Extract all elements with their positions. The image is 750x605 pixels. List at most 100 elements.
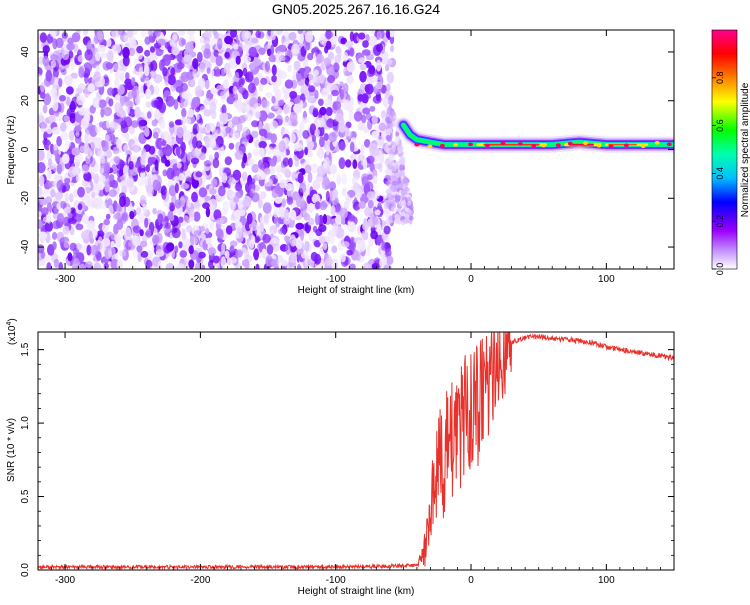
heatmap-cell bbox=[234, 71, 240, 83]
heatmap-cell bbox=[352, 201, 361, 211]
heatmap-cell bbox=[322, 242, 328, 251]
heatmap-cell bbox=[167, 210, 174, 221]
heatmap-cell bbox=[350, 131, 357, 140]
heatmap-cell bbox=[196, 132, 203, 142]
heatmap-cell bbox=[254, 226, 262, 236]
heatmap-ridge-bead bbox=[596, 143, 602, 148]
heatmap-cell bbox=[163, 144, 173, 157]
colorbar-gradient bbox=[711, 29, 738, 270]
heatmap-cell bbox=[117, 30, 123, 36]
heatmap-cell bbox=[209, 138, 217, 149]
heatmap-cell bbox=[83, 87, 90, 98]
heatmap-cell bbox=[321, 160, 330, 170]
heatmap-cell bbox=[259, 147, 265, 158]
heatmap-cell bbox=[303, 213, 311, 221]
heatmap-cell bbox=[341, 173, 348, 185]
heatmap-cell bbox=[216, 217, 224, 225]
page-title: GN05.2025.267.16.16.G24 bbox=[272, 1, 440, 17]
heatmap-cell bbox=[314, 128, 320, 137]
heatmap-cell bbox=[205, 237, 212, 245]
heatmap-cell bbox=[210, 178, 218, 188]
heatmap-cell bbox=[66, 43, 75, 51]
heatmap-cell bbox=[255, 30, 261, 39]
heatmap-cell bbox=[289, 111, 298, 124]
heatmap-cell bbox=[319, 136, 325, 148]
heatmap-cell bbox=[368, 35, 378, 47]
heatmap-cell bbox=[295, 195, 302, 208]
heatmap-cell bbox=[276, 75, 283, 87]
heatmap-cell bbox=[38, 73, 42, 84]
heatmap-cell bbox=[176, 263, 185, 269]
heatmap-cell bbox=[315, 215, 320, 226]
heatmap-cell bbox=[329, 37, 338, 45]
heatmap-cell bbox=[145, 259, 153, 269]
heatmap-cell bbox=[273, 216, 279, 226]
heatmap-cell bbox=[119, 249, 127, 257]
heatmap-cell bbox=[344, 41, 354, 48]
heatmap-cell bbox=[157, 260, 163, 269]
heatmap-cell bbox=[52, 100, 59, 112]
heatmap-cell bbox=[387, 141, 392, 147]
heatmap-cell bbox=[77, 83, 86, 92]
heatmap-cell bbox=[132, 30, 138, 36]
heatmap-cell bbox=[210, 68, 215, 78]
heatmap-cell bbox=[274, 54, 282, 65]
heatmap-cell bbox=[376, 234, 382, 246]
heatmap-cell bbox=[250, 235, 256, 245]
heatmap-cell bbox=[47, 158, 53, 167]
heatmap-cell bbox=[167, 74, 176, 86]
heatmap-cell bbox=[360, 144, 365, 156]
heatmap-cell bbox=[119, 72, 125, 82]
heatmap-cell bbox=[128, 47, 135, 57]
heatmap-cell bbox=[195, 140, 203, 149]
heatmap-cell bbox=[361, 114, 367, 124]
heatmap-cell bbox=[286, 196, 294, 205]
heatmap-ridge-bead bbox=[468, 142, 473, 147]
heatmap-cell bbox=[362, 40, 369, 48]
heatmap-cell bbox=[391, 213, 396, 222]
heatmap-ridge-bead bbox=[567, 141, 573, 146]
heatmap-cell bbox=[89, 105, 96, 114]
heatmap-cell bbox=[346, 249, 353, 256]
heatmap-cell bbox=[307, 52, 314, 61]
heatmap-cell bbox=[71, 147, 81, 156]
heatmap-cell bbox=[195, 113, 200, 120]
heatmap-cell bbox=[196, 122, 203, 133]
heatmap-cell bbox=[187, 151, 192, 162]
heatmap-cell bbox=[169, 125, 175, 136]
heatmap-cell bbox=[99, 121, 104, 128]
heatmap-cell bbox=[52, 38, 58, 50]
heatmap-cell bbox=[105, 62, 114, 70]
heatmap-cell bbox=[134, 95, 141, 105]
heatmap-xtick-label: -200 bbox=[190, 274, 210, 285]
heatmap-cell bbox=[192, 67, 197, 78]
heatmap-cell bbox=[85, 261, 93, 268]
heatmap-cell bbox=[296, 76, 306, 86]
heatmap-cell bbox=[126, 30, 134, 39]
heatmap-cell bbox=[181, 116, 186, 126]
heatmap-cell bbox=[327, 75, 336, 84]
heatmap-cell bbox=[388, 100, 393, 106]
heatmap-cell bbox=[391, 195, 396, 200]
heatmap-cell bbox=[270, 258, 279, 268]
heatmap-cell bbox=[164, 41, 171, 49]
heatmap-cell bbox=[157, 38, 166, 46]
heatmap-cell bbox=[319, 201, 328, 211]
heatmap-cell bbox=[319, 236, 326, 245]
colorbar-tick-label: 0.2 bbox=[715, 215, 725, 228]
heatmap-cell bbox=[326, 235, 335, 244]
heatmap-cell bbox=[305, 254, 310, 265]
heatmap-ridge-bead bbox=[500, 141, 506, 146]
heatmap-cell bbox=[271, 95, 276, 104]
heatmap-cell bbox=[103, 163, 110, 175]
heatmap-cell bbox=[217, 231, 224, 240]
heatmap-cell bbox=[289, 133, 296, 143]
heatmap-cell bbox=[157, 213, 164, 224]
heatmap-cell bbox=[313, 69, 319, 77]
heatmap-cell bbox=[124, 227, 132, 239]
heatmap-cell bbox=[387, 59, 393, 66]
heatmap-cell bbox=[100, 156, 105, 165]
heatmap-cell bbox=[296, 129, 302, 139]
heatmap-cell bbox=[268, 54, 276, 63]
colorbar-tick-label: 0.6 bbox=[715, 119, 725, 132]
